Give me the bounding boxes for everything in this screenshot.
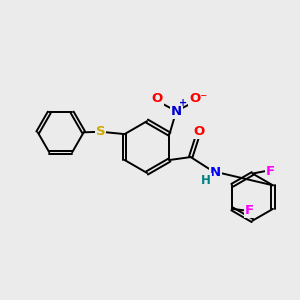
Text: N: N	[171, 105, 182, 118]
Text: O⁻: O⁻	[189, 92, 207, 105]
Text: O: O	[152, 92, 163, 105]
Text: N: N	[210, 166, 221, 179]
Text: F: F	[245, 204, 254, 217]
Text: +: +	[179, 98, 187, 108]
Text: O: O	[193, 125, 204, 138]
Text: S: S	[96, 125, 105, 138]
Text: F: F	[266, 165, 275, 178]
Text: H: H	[201, 173, 211, 187]
